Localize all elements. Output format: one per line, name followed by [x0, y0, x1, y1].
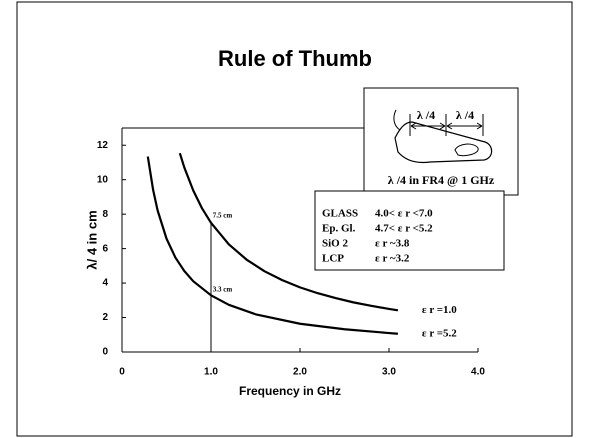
x-tick-label: 1.0: [204, 367, 218, 378]
plot: 0 2 4 6 8 10 12 0 1.0 2.0 3.0 4.0 ε r =1.0 ε r =5.2 7.…: [97, 127, 485, 378]
thumb-sketch: [393, 109, 401, 131]
inset-arrow: [410, 122, 446, 130]
y-tick-label: 10: [97, 174, 109, 185]
x-tick-label: 4.0: [471, 367, 485, 378]
table-cell: ε r ~3.2: [375, 253, 410, 265]
table-frame: [314, 190, 505, 271]
y-axis-label: λ/ 4 in cm: [84, 210, 99, 269]
inset-arrow: [446, 122, 483, 130]
fingernail: [454, 143, 479, 157]
y-tick-label: 6: [102, 243, 108, 254]
material-table: GLASS 4.0< ε r <7.0 Ep. Gl. 4.7< ε r <5.2 Si…: [314, 190, 505, 271]
table-cell: Ep. Gl.: [322, 223, 356, 235]
table-cell: LCP: [322, 253, 344, 265]
inset-label: λ /4: [456, 108, 474, 122]
slide-frame: [16, 1, 573, 437]
series-line: [146, 156, 398, 335]
inset-frame: [363, 87, 519, 196]
finger-sketch: [394, 121, 493, 164]
table-cell: SiO 2: [322, 238, 348, 250]
table-cell: GLASS: [322, 208, 358, 220]
table-cell: 4.0< ε r <7.0: [375, 208, 433, 220]
chart-title: Rule of Thumb: [218, 46, 372, 71]
table-cell: ε r ~3.8: [375, 238, 410, 250]
annotation: 3.3 cm: [213, 286, 233, 294]
inset-label: λ /4: [417, 108, 435, 122]
y-tick-label: 0: [102, 347, 108, 358]
y-tick-label: 12: [97, 140, 109, 151]
y-tick-label: 8: [102, 209, 108, 220]
x-tick-label: 2.0: [293, 367, 307, 378]
annotation: 7.5 cm: [213, 211, 233, 219]
x-tick-label: 0: [119, 367, 125, 378]
x-tick-label: 3.0: [382, 367, 396, 378]
inset: λ /4 λ /4 λ /4 in FR4 @ 1 GHz: [363, 87, 519, 196]
y-tick-label: 4: [102, 278, 108, 289]
series-label: ε r =1.0: [422, 304, 457, 316]
y-tick-label: 2: [102, 312, 108, 323]
series-line: [178, 152, 399, 312]
series-label: ε r =5.2: [422, 327, 457, 339]
x-axis-label: Frequency in GHz: [239, 384, 341, 398]
inset-caption: λ /4 in FR4 @ 1 GHz: [388, 173, 495, 187]
table-cell: 4.7< ε r <5.2: [375, 223, 433, 235]
